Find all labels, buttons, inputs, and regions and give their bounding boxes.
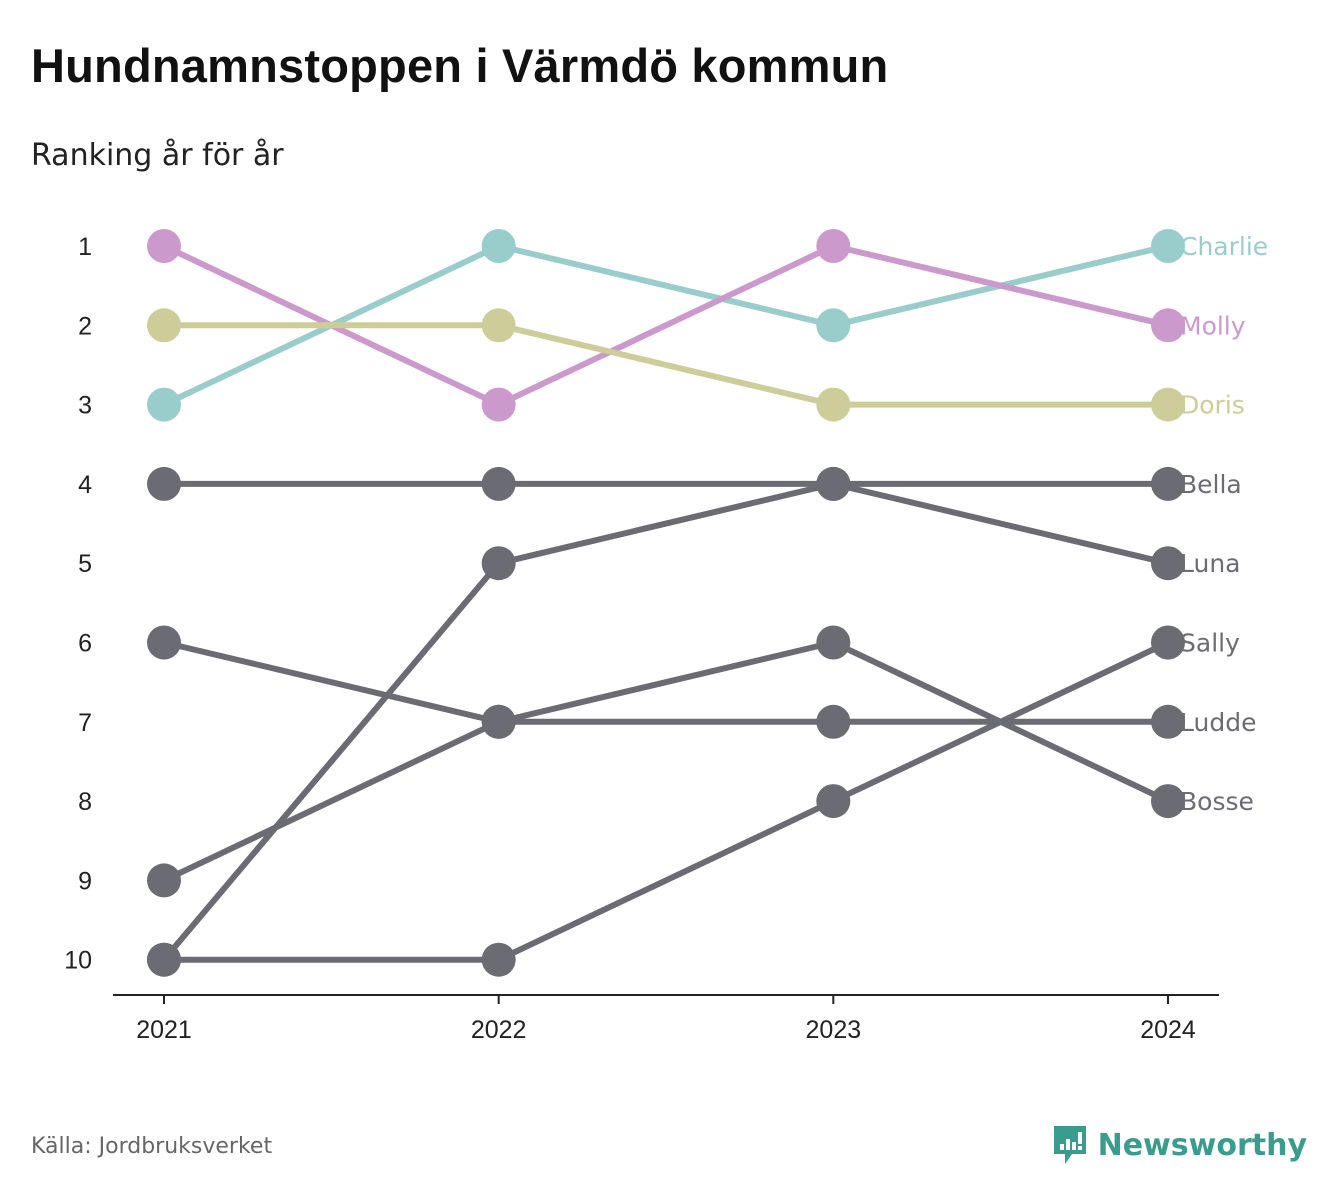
chart-title: Hundnamnstoppen i Värmdö kommun [31,39,889,92]
point-bella-2022 [481,466,516,501]
x-tick-label: 2021 [136,1016,192,1044]
x-axis: 2021 2022 2023 2024 [113,994,1219,1044]
series-label-doris: Doris [1180,391,1245,420]
series-label-ludde: Ludde [1180,708,1256,737]
point-bella-2021 [147,466,181,501]
y-tick-label: 7 [78,709,92,737]
series-end-labels: Bella Luna Sally Ludde Bosse Charlie Molly Dori… [1180,232,1268,816]
point-sally-2022 [481,942,516,977]
series-line-doris [164,322,1168,408]
y-tick-label: 8 [78,788,92,816]
point-bosse-2021 [147,863,181,898]
y-tick-label: 5 [78,550,92,578]
point-charlie-2021 [147,387,181,422]
x-tick-label: 2022 [471,1016,527,1044]
series-points [147,229,1185,977]
point-luna-2023 [816,466,851,501]
y-tick-label: 2 [78,312,92,340]
point-sally-2024 [1151,625,1185,660]
series-label-bella: Bella [1180,470,1242,499]
brand-logo[interactable]: Newsworthy [1052,1124,1307,1166]
source-note: Källa: Jordbruksverket [31,1134,273,1159]
point-molly-2023 [816,229,851,263]
series-line-sally [164,639,1170,963]
point-bosse-2023 [816,625,851,660]
series-label-sally: Sally [1180,629,1240,658]
series-lines [161,243,1170,963]
point-doris-2022 [481,308,516,343]
point-molly-2022 [481,387,516,422]
series-line-luna [161,480,1169,962]
y-tick-label: 1 [78,233,92,261]
y-tick-label: 3 [78,392,92,420]
point-bosse-2024 [1151,784,1185,819]
y-tick-label: 9 [78,867,92,895]
point-doris-2023 [816,387,851,422]
series-label-charlie: Charlie [1180,232,1268,261]
y-tick-label: 4 [78,471,92,499]
series-label-bosse: Bosse [1180,787,1254,816]
y-tick-label: 10 [64,947,92,975]
point-luna-2024 [1151,546,1185,581]
point-luna-2022 [481,546,516,581]
point-bella-2024 [1151,466,1185,501]
series-line-bosse [162,639,1170,884]
point-molly-2021 [147,229,181,263]
newsworthy-logo-icon [1053,1126,1086,1164]
series-label-luna: Luna [1180,549,1241,578]
point-sally-2021 [147,942,181,977]
chart-subtitle: Ranking år för år [31,138,284,173]
x-tick-label: 2024 [1140,1016,1196,1044]
point-charlie-2022 [481,229,516,263]
x-tick-label: 2023 [806,1016,862,1044]
point-doris-2021 [147,308,181,343]
point-sally-2023 [816,784,851,819]
point-ludde-2021 [147,625,181,660]
point-charlie-2024 [1151,229,1185,263]
brand-name: Newsworthy [1097,1127,1307,1163]
point-molly-2024 [1151,308,1185,343]
point-bosse-2022 [481,704,516,739]
point-ludde-2023 [816,704,851,739]
series-label-molly: Molly [1180,311,1246,340]
point-doris-2024 [1151,387,1185,422]
y-axis: 1 2 3 4 5 6 7 8 9 10 [64,233,92,975]
point-charlie-2023 [816,308,851,343]
y-tick-label: 6 [78,630,92,658]
point-ludde-2024 [1151,704,1185,739]
